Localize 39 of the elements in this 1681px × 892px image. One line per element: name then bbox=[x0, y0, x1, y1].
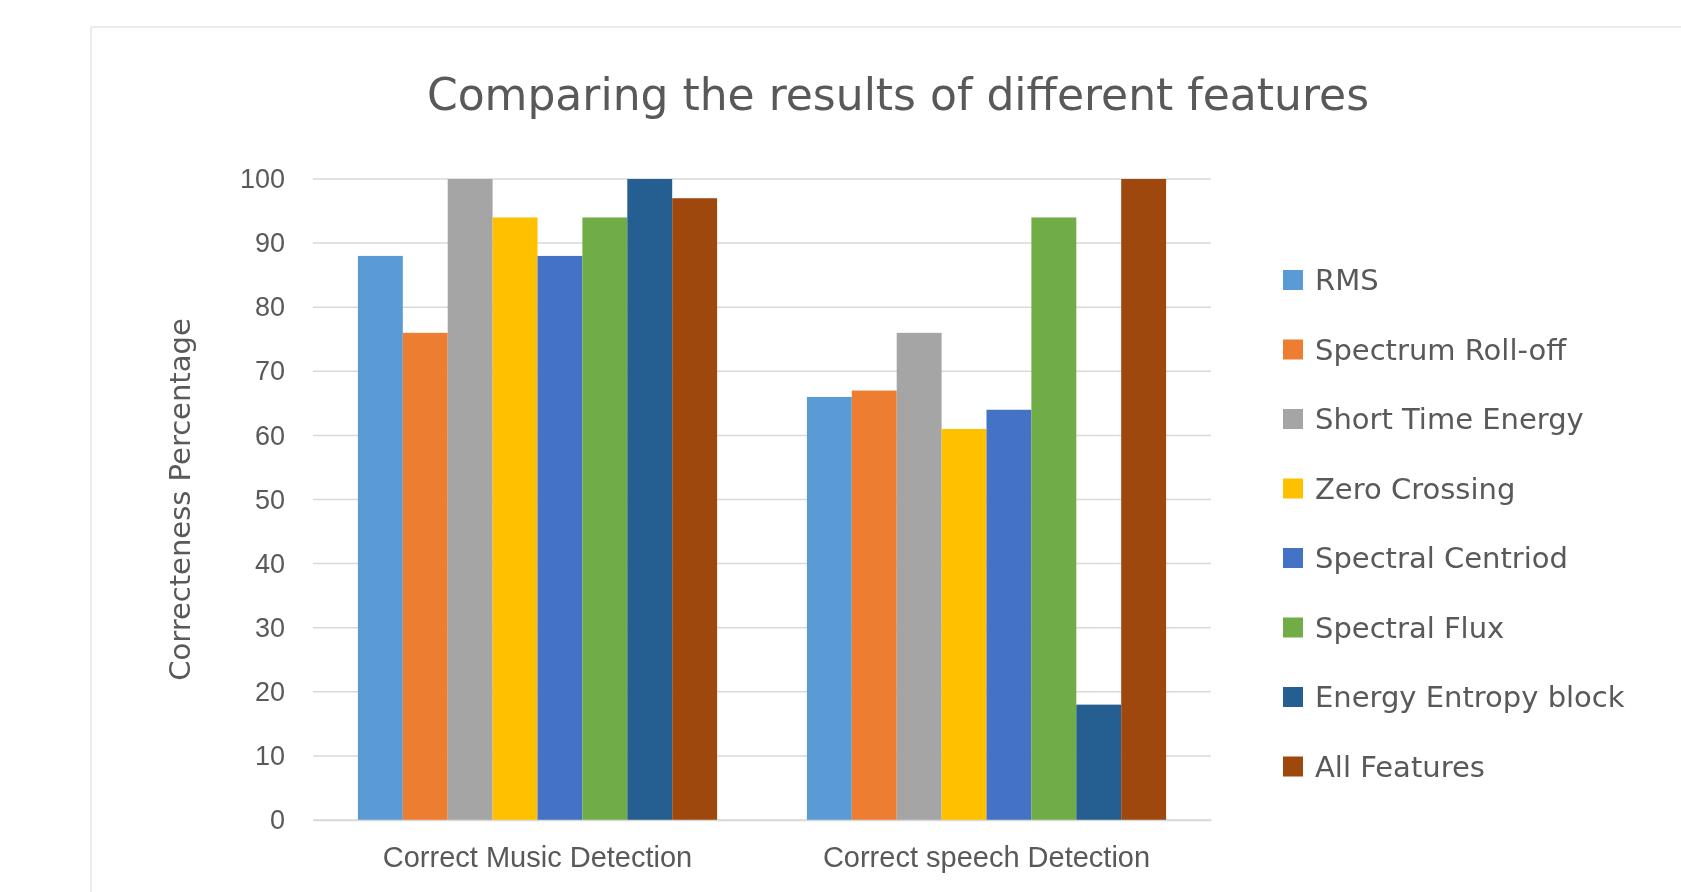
y-tick-label: 0 bbox=[269, 805, 285, 836]
x-tick-label: Correct speech Detection bbox=[822, 840, 1151, 873]
y-tick-label: 30 bbox=[254, 612, 285, 643]
bar bbox=[986, 409, 1032, 820]
legend-label: Energy Entropy block bbox=[1315, 680, 1625, 714]
y-tick-label: 70 bbox=[254, 356, 285, 387]
chart-title: Comparing the results of different features bbox=[426, 69, 1370, 120]
bar bbox=[941, 428, 987, 820]
y-tick-label: 10 bbox=[254, 741, 285, 772]
legend-label: All Features bbox=[1315, 749, 1485, 784]
y-tick-label: 40 bbox=[254, 548, 285, 579]
bar bbox=[1076, 704, 1122, 820]
bar bbox=[627, 179, 673, 820]
legend-label: Spectrum Roll-off bbox=[1315, 332, 1568, 367]
y-tick-label: 80 bbox=[254, 292, 285, 323]
y-axis-title: Correcteness Percentage bbox=[163, 318, 197, 681]
legend-label: Spectral Centriod bbox=[1315, 541, 1568, 575]
legend-label: Spectral Flux bbox=[1315, 610, 1505, 645]
bar bbox=[672, 198, 718, 820]
legend-label: RMS bbox=[1315, 263, 1379, 297]
bar bbox=[492, 217, 538, 820]
bar bbox=[851, 390, 897, 820]
y-tick-label: 90 bbox=[254, 228, 285, 259]
bar bbox=[402, 332, 448, 820]
bar bbox=[357, 255, 403, 820]
bar bbox=[582, 217, 628, 820]
bar bbox=[896, 332, 942, 820]
bar bbox=[1121, 179, 1167, 820]
legend-label: Short Time Energy bbox=[1315, 402, 1584, 436]
y-tick-label: 20 bbox=[254, 676, 285, 707]
bar bbox=[1031, 217, 1077, 820]
y-tick-label: 100 bbox=[239, 164, 285, 195]
legend-label: Zero Crossing bbox=[1315, 471, 1516, 506]
y-tick-label: 60 bbox=[254, 420, 285, 451]
bar bbox=[447, 179, 493, 820]
bar bbox=[537, 255, 583, 820]
bar bbox=[806, 396, 852, 820]
x-tick-label: Correct Music Detection bbox=[382, 840, 693, 873]
y-tick-label: 50 bbox=[254, 484, 285, 515]
